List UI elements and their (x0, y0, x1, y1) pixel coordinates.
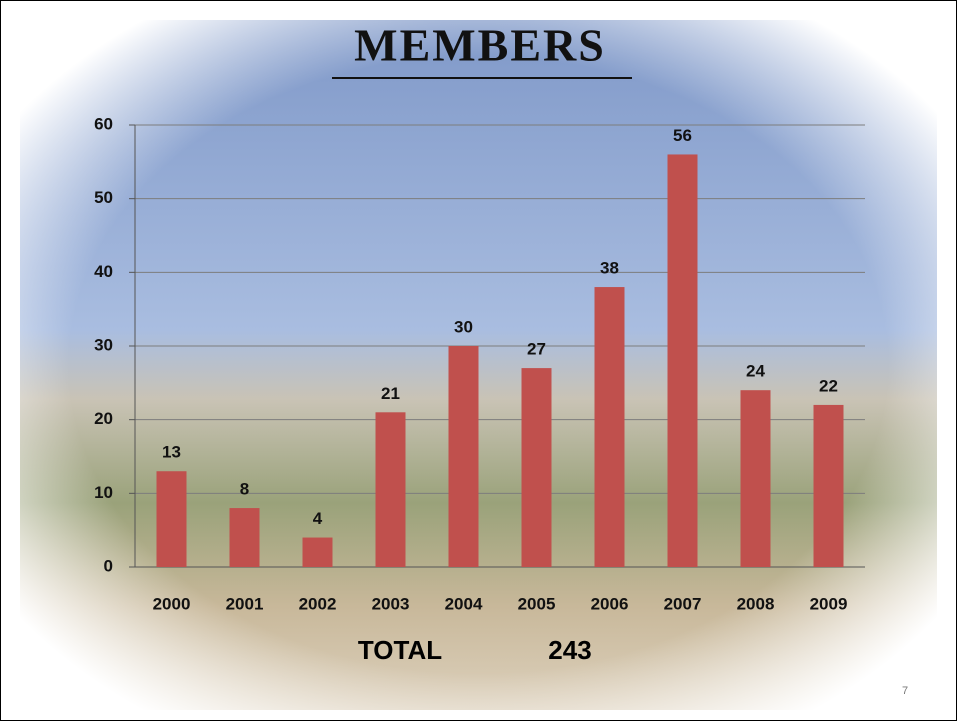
x-tick-label: 2007 (664, 594, 702, 613)
x-tick-label: 2003 (372, 594, 410, 613)
value-label: 22 (819, 376, 838, 395)
y-tick-label: 30 (94, 335, 113, 354)
bar (157, 471, 187, 567)
bar (376, 412, 406, 567)
y-tick-label: 10 (94, 483, 113, 502)
x-tick-label: 2004 (445, 594, 483, 613)
x-tick-label: 2006 (591, 594, 629, 613)
value-label: 27 (527, 340, 546, 359)
bar (668, 154, 698, 567)
page-number: 7 (902, 685, 908, 697)
total-value: 243 (548, 635, 591, 665)
x-tick-label: 2002 (299, 594, 337, 613)
y-tick-label: 20 (94, 409, 113, 428)
value-label: 8 (240, 480, 249, 499)
value-label: 30 (454, 317, 473, 336)
y-tick-label: 0 (104, 556, 113, 575)
x-tick-label: 2000 (153, 594, 191, 613)
value-label: 21 (381, 384, 400, 403)
bar (230, 508, 260, 567)
bar (814, 405, 844, 567)
total-label: TOTAL (358, 635, 442, 665)
x-tick-label: 2001 (226, 594, 264, 613)
bar (449, 346, 479, 567)
x-tick-label: 2005 (518, 594, 556, 613)
chart-title: MEMBERS (354, 20, 606, 71)
value-label: 4 (313, 509, 323, 528)
page: MEMBERS TOTAL 243 7 0 10 20 30 40 50 60 2000 13 2… (0, 0, 957, 721)
value-label: 13 (162, 443, 181, 462)
bar (522, 368, 552, 567)
bar (741, 390, 771, 567)
x-tick-label: 2008 (737, 594, 775, 613)
value-label: 24 (746, 362, 765, 381)
bar (303, 538, 333, 567)
y-tick-label: 60 (94, 114, 113, 133)
bar (595, 287, 625, 567)
y-tick-label: 40 (94, 262, 113, 281)
y-tick-label: 50 (94, 188, 113, 207)
value-label: 56 (673, 126, 692, 145)
slide: MEMBERS TOTAL 243 7 0 10 20 30 40 50 60 2000 13 2… (0, 0, 957, 721)
value-label: 38 (600, 259, 619, 278)
x-tick-label: 2009 (810, 594, 848, 613)
